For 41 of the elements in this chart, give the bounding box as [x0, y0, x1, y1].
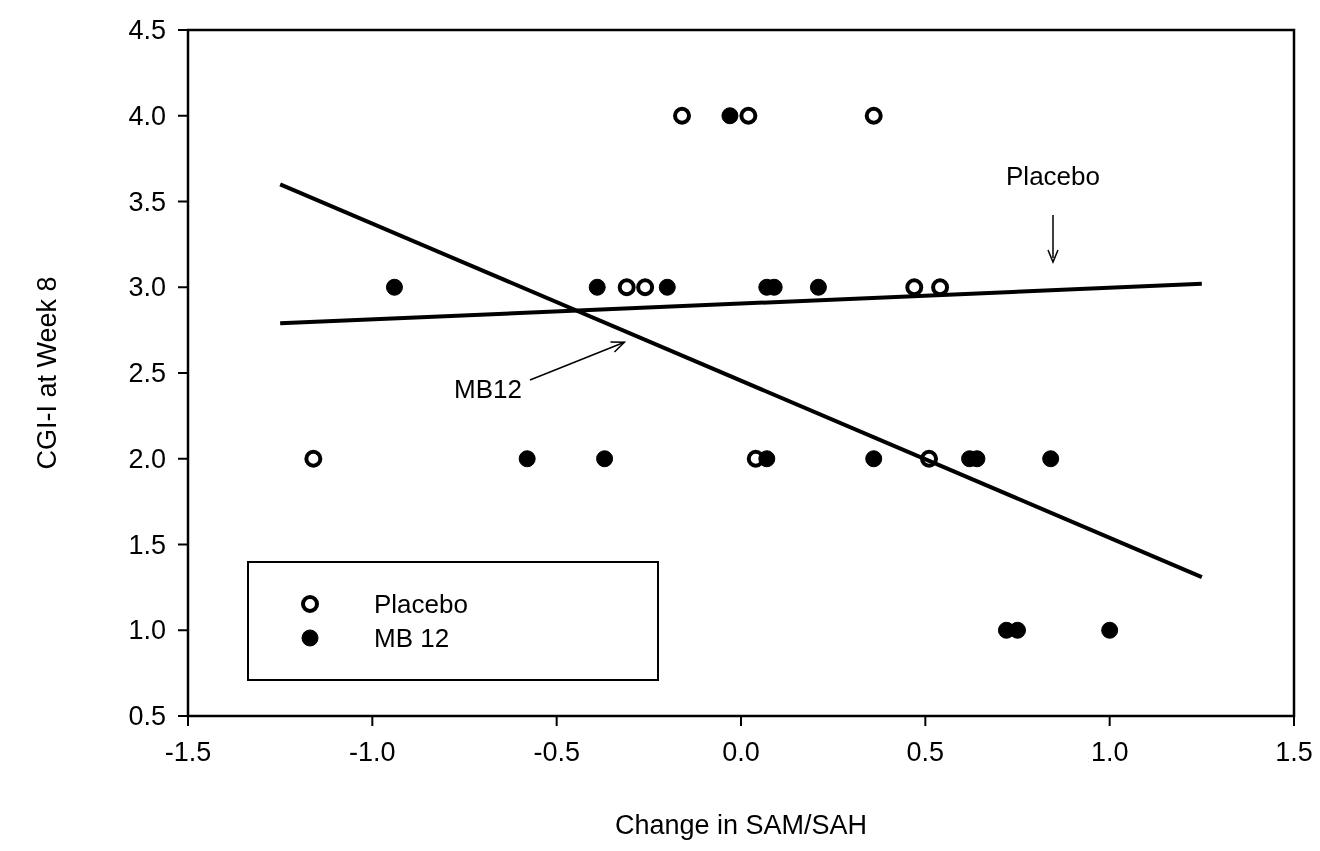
point [385, 278, 403, 296]
point [588, 278, 606, 296]
point [1101, 621, 1119, 639]
y-tick-label: 4.5 [128, 15, 166, 45]
y-tick-label: 1.0 [128, 615, 166, 646]
x-tick-label: -0.5 [533, 737, 580, 767]
legend-label: Placebo [374, 589, 468, 619]
point [304, 449, 323, 468]
legend-label: MB 12 [374, 623, 450, 653]
x-tick-label: 1.0 [1090, 737, 1129, 767]
point [658, 278, 676, 296]
point [905, 278, 924, 297]
point [864, 106, 883, 125]
point [865, 450, 883, 468]
x-tick-label: 0.5 [906, 737, 945, 767]
point [673, 106, 692, 125]
point [636, 278, 655, 297]
point [1042, 450, 1060, 468]
point [1009, 621, 1026, 639]
point [617, 278, 636, 297]
x-tick-label: -1.0 [349, 737, 396, 767]
y-tick-label: 3.0 [128, 272, 166, 303]
y-tick-label: 2.0 [128, 443, 166, 474]
y-tick-label: 4.0 [128, 100, 166, 131]
y-tick-label: 2.5 [128, 358, 166, 388]
y-tick-label: 0.5 [128, 701, 166, 731]
point [518, 450, 536, 468]
annotation: MB12 [454, 374, 522, 404]
x-tick-label: 1.5 [1275, 737, 1313, 767]
x-axis-title: Change in SAM/SAH [614, 810, 868, 840]
x-tick-label: 0.0 [722, 737, 760, 767]
point [739, 106, 758, 125]
x-tick-label: -1.5 [164, 737, 212, 767]
y-axis-title: CGI-I at Week 8 [32, 276, 62, 470]
point [721, 107, 739, 125]
y-tick-label: 3.5 [128, 186, 166, 217]
point [809, 278, 827, 296]
point [596, 450, 614, 468]
point [758, 450, 776, 468]
annotation: Placebo [1006, 161, 1100, 191]
y-tick-label: 1.5 [128, 529, 166, 560]
